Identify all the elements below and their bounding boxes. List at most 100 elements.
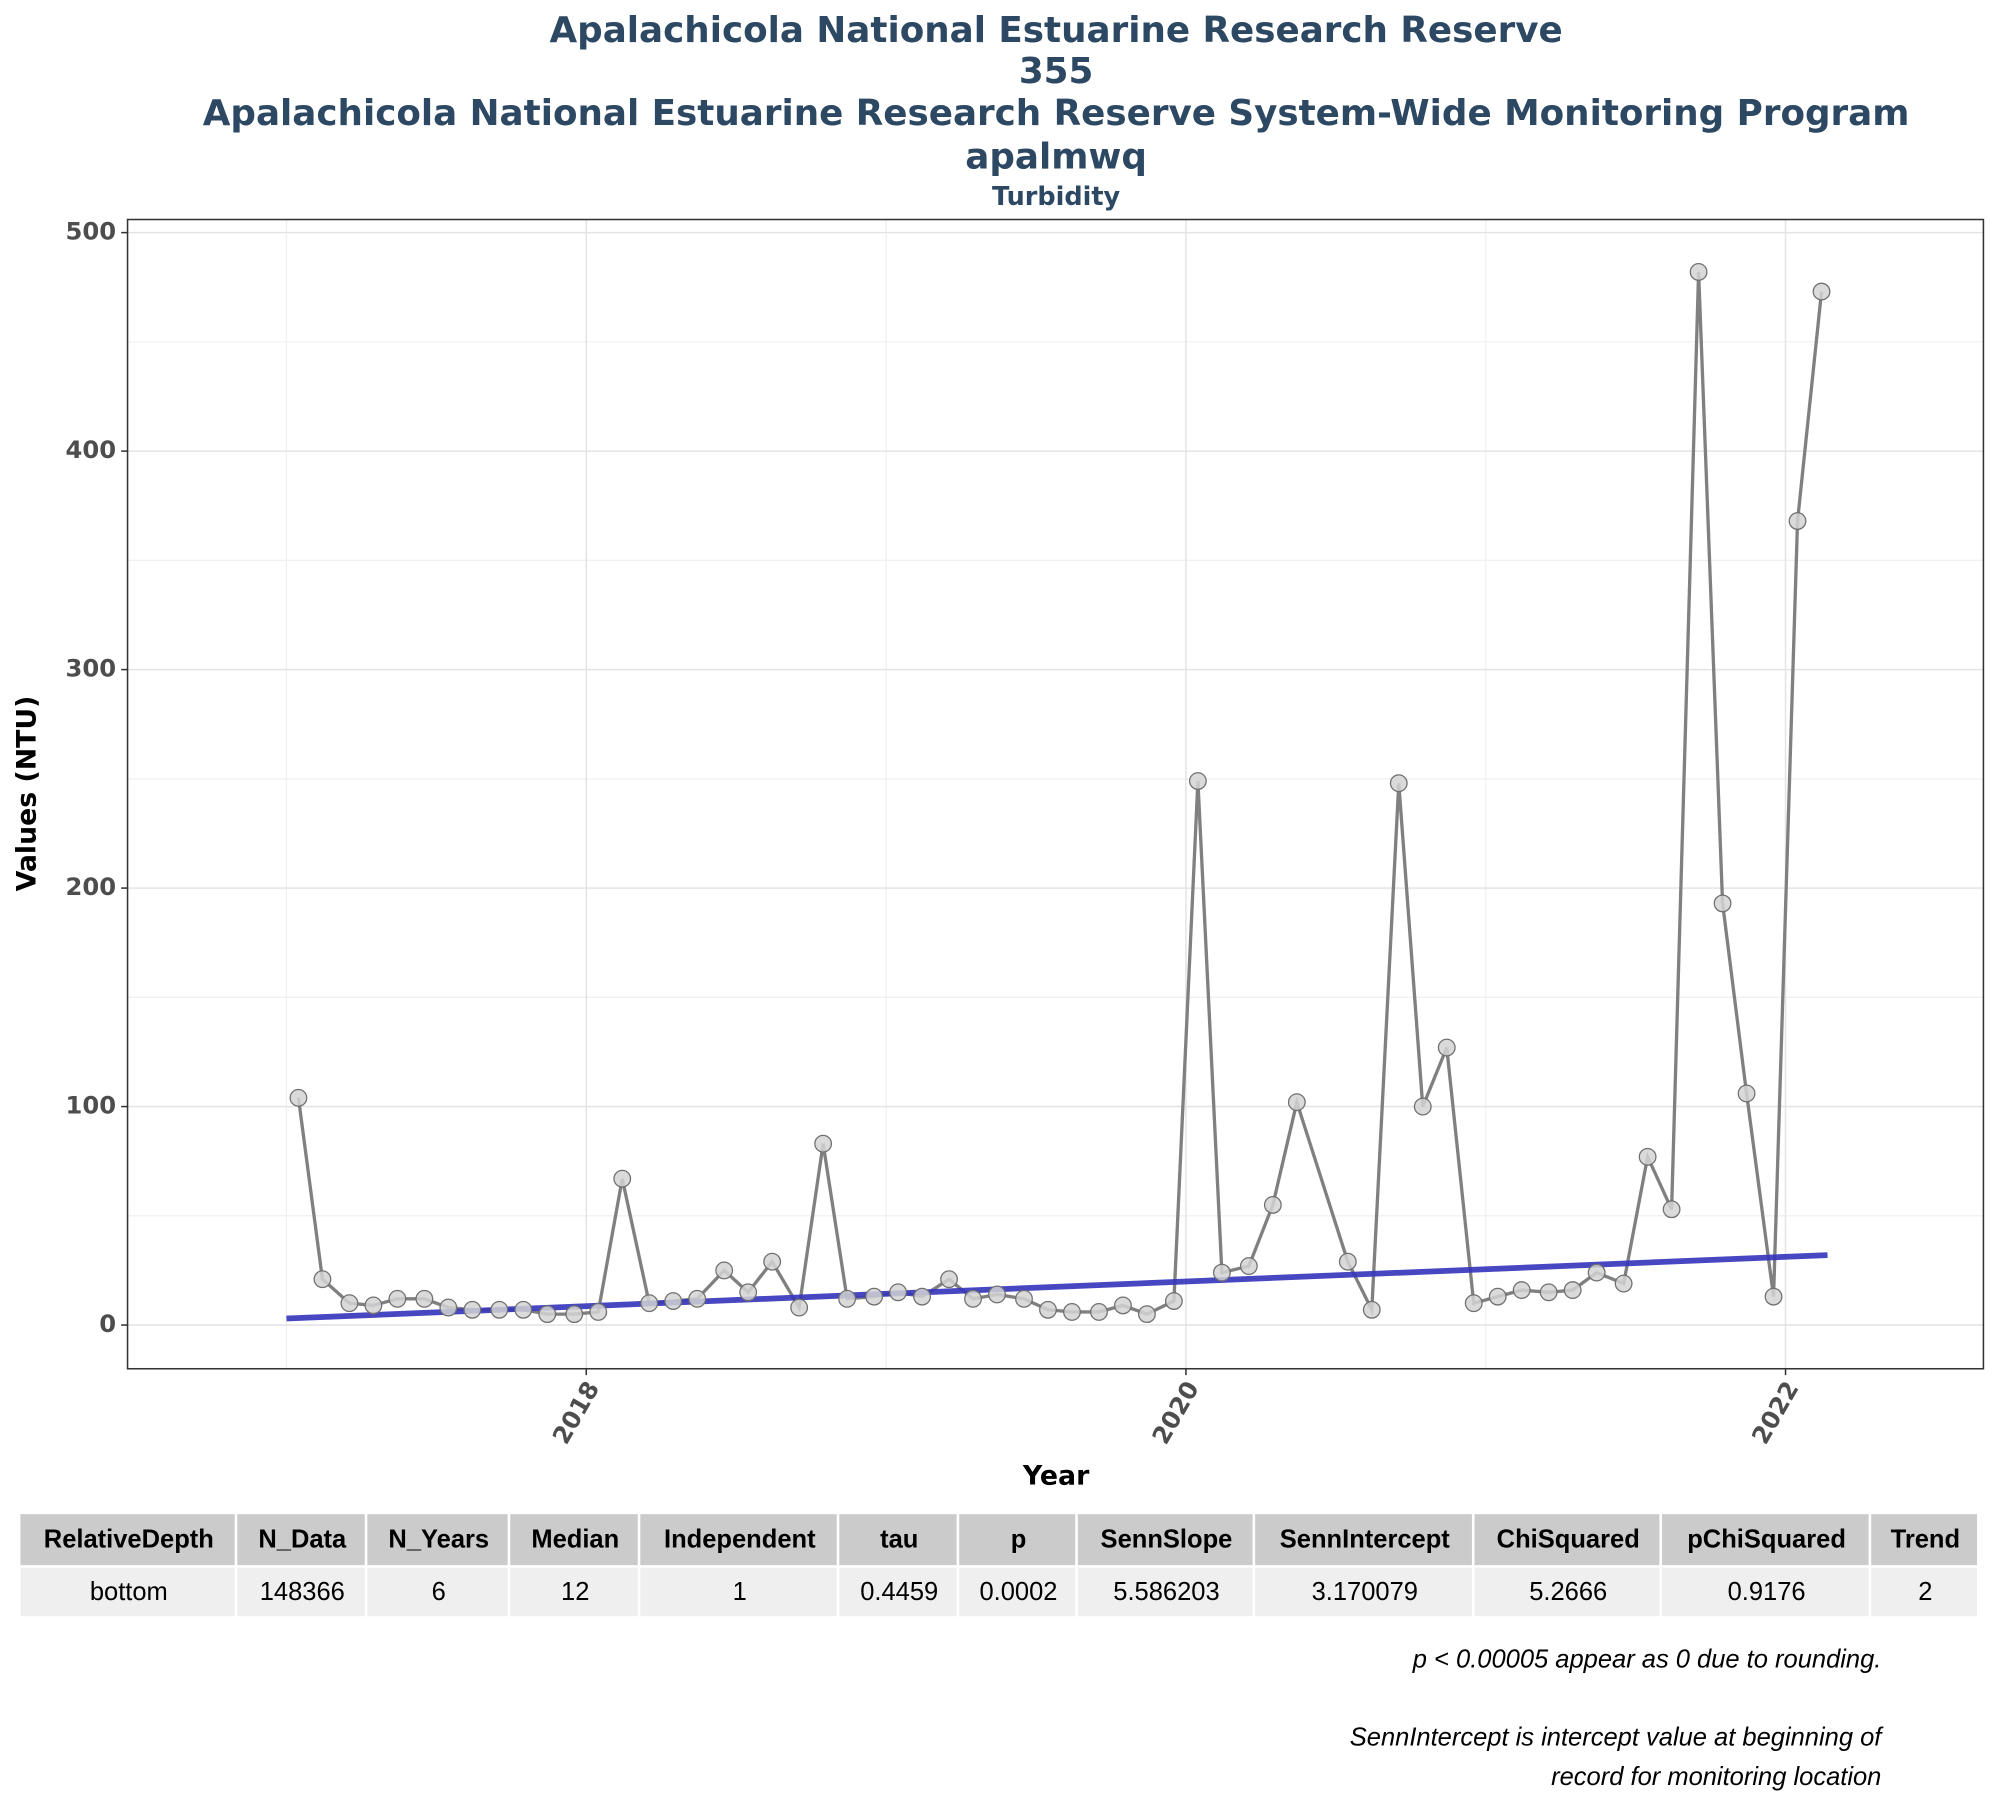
header-text: N_Years (388, 1526, 489, 1554)
cell-text: 12 (561, 1578, 589, 1606)
data-point (388, 1289, 407, 1308)
data-point (790, 1298, 809, 1317)
cell-text: bottom (90, 1578, 168, 1606)
data-point (1812, 282, 1831, 301)
data-point (1263, 1195, 1282, 1214)
y-axis-label: Values (NTU) (12, 696, 43, 892)
data-point (1090, 1303, 1108, 1321)
data-point (565, 1305, 584, 1324)
data-point (1713, 894, 1732, 913)
data-point (964, 1289, 982, 1308)
data-point (739, 1283, 758, 1302)
chart-subtitle: Turbidity (992, 182, 1120, 212)
header-text: Trend (1891, 1526, 1960, 1554)
header-text: ChiSquared (1497, 1526, 1640, 1554)
table-cell (959, 1567, 1076, 1617)
header-cell (1255, 1514, 1472, 1566)
data-point (715, 1261, 734, 1280)
data-point (1563, 1281, 1582, 1300)
data-point (1689, 263, 1708, 281)
cell-text: 6 (432, 1578, 446, 1606)
data-point (1662, 1200, 1681, 1219)
plot (286, 263, 1831, 1324)
data-point (1212, 1263, 1231, 1282)
data-point (1039, 1300, 1057, 1319)
header-text: Independent (664, 1526, 816, 1554)
data-point (463, 1300, 482, 1319)
data-point (1188, 772, 1207, 790)
header-cell (640, 1514, 837, 1566)
header-cell (959, 1514, 1076, 1566)
data-point (1737, 1084, 1756, 1103)
y-tick-label: 400 (66, 436, 117, 464)
x-tick-label: 2020 (1147, 1377, 1205, 1449)
y-tick-label: 100 (66, 1092, 117, 1120)
table-cell (1661, 1567, 1869, 1617)
header-text: SennIntercept (1280, 1526, 1451, 1554)
data-point (838, 1289, 857, 1308)
table-cell (1077, 1567, 1253, 1617)
header-text: p (1011, 1526, 1027, 1554)
x-tick-label: 2018 (547, 1377, 605, 1449)
data-point (439, 1298, 458, 1317)
header-cell (1474, 1514, 1660, 1566)
data-point (1788, 512, 1807, 530)
data-point (1539, 1283, 1558, 1302)
table-cell (1474, 1567, 1660, 1617)
data-point (538, 1305, 557, 1324)
data-point (589, 1303, 608, 1321)
header-cell (1077, 1514, 1253, 1566)
y-tick-label: 500 (66, 218, 117, 246)
data-point (1362, 1300, 1381, 1319)
titles: Apalachicola National Estuarine Research… (203, 10, 1910, 212)
data-point (364, 1296, 383, 1315)
header-cell (20, 1514, 235, 1566)
chart-title: Apalachicola National Estuarine Research… (203, 93, 1910, 134)
data-point (1464, 1294, 1483, 1313)
data-point (688, 1289, 707, 1308)
data-point (415, 1289, 434, 1308)
table-cell (640, 1567, 837, 1617)
data-point (988, 1285, 1006, 1304)
header-text: SennSlope (1101, 1526, 1233, 1554)
data-point (940, 1270, 958, 1289)
data-point (640, 1294, 659, 1313)
notes: p < 0.00005 appear as 0 due to rounding.… (1350, 1646, 1885, 1791)
data-point (514, 1300, 533, 1319)
data-point (1114, 1296, 1132, 1315)
header-cell (367, 1514, 508, 1566)
note: SennIntercept is intercept value at begi… (1350, 1723, 1885, 1751)
data-point (1239, 1257, 1258, 1275)
note: record for monitoring location (1551, 1763, 1881, 1791)
data-point (613, 1169, 632, 1188)
data-line (296, 271, 1824, 1317)
y-tick-label: 0 (99, 1310, 116, 1338)
data-point (1614, 1274, 1633, 1293)
data-point (1764, 1287, 1783, 1306)
cell-text: 5.2666 (1529, 1578, 1607, 1606)
cell-text: 3.170079 (1312, 1578, 1418, 1606)
data-point (1512, 1281, 1531, 1300)
data-point (1437, 1038, 1456, 1057)
data-point (1389, 774, 1408, 793)
note: p < 0.00005 appear as 0 due to rounding. (1412, 1646, 1882, 1674)
table-cell (510, 1567, 638, 1617)
table-cell (1871, 1567, 1978, 1617)
table-cell (1255, 1567, 1472, 1617)
cell-text: 1 (733, 1578, 747, 1606)
header-text: RelativeDepth (44, 1526, 214, 1554)
cell-text: 0.4459 (860, 1578, 938, 1606)
cell-text: 148366 (260, 1578, 345, 1606)
data-point (1587, 1263, 1606, 1282)
data-point (664, 1292, 683, 1310)
chart-title: apalmwq (965, 136, 1147, 177)
header-cell (510, 1514, 638, 1566)
header-cell (1871, 1514, 1978, 1566)
stats-table: RelativeDepth N_Data N_Years Median Independ… (20, 1514, 1978, 1617)
header-text: tau (880, 1526, 918, 1554)
data-point (889, 1283, 908, 1302)
data-point (913, 1287, 931, 1306)
data-point (1638, 1147, 1657, 1166)
